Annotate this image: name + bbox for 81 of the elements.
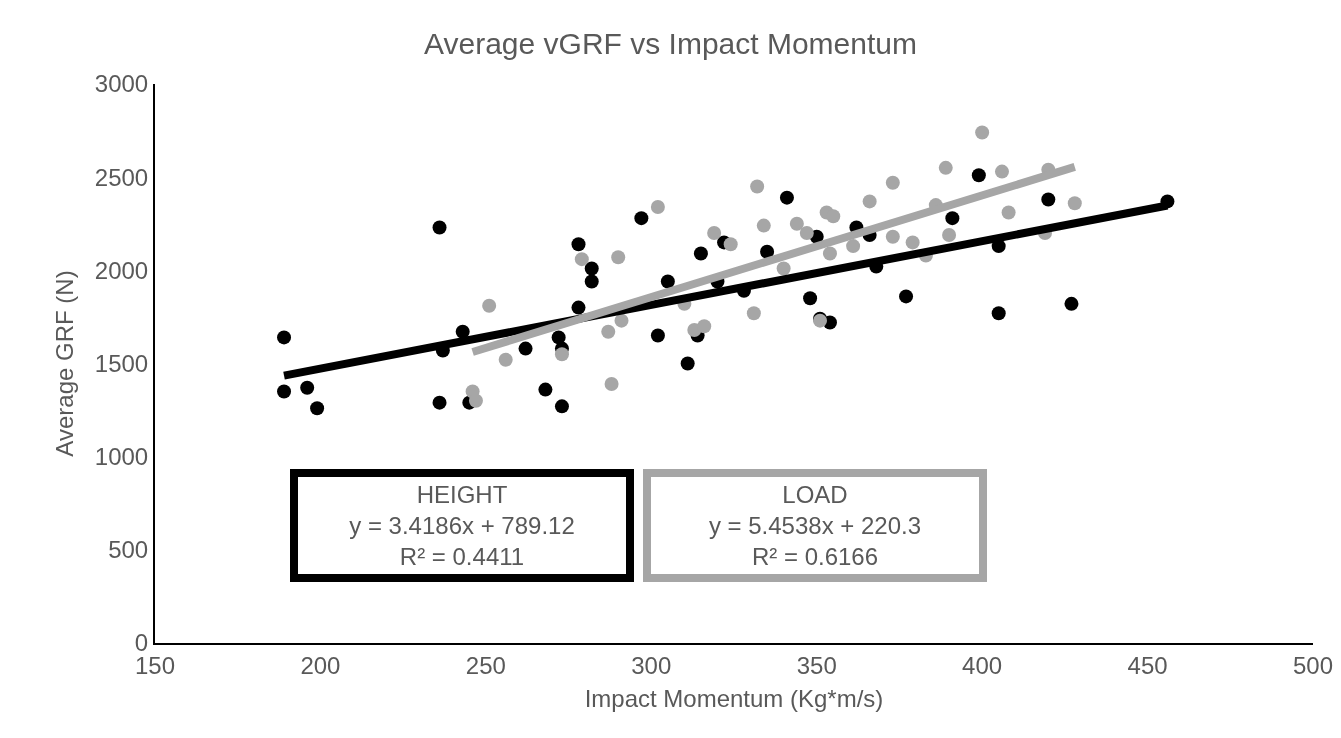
point xyxy=(1001,205,1016,220)
point xyxy=(571,300,586,315)
x-tick-label: 250 xyxy=(465,651,506,679)
point xyxy=(826,209,841,224)
point xyxy=(975,125,990,140)
point xyxy=(899,289,914,304)
point xyxy=(723,237,738,252)
y-tick-label: 1500 xyxy=(94,349,149,377)
point xyxy=(938,160,953,175)
point xyxy=(885,175,900,190)
point xyxy=(551,330,566,345)
x-tick-label: 500 xyxy=(1292,651,1334,679)
point xyxy=(518,341,533,356)
point xyxy=(1041,192,1056,207)
point xyxy=(634,211,649,226)
equation-box: LOAD y = 5.4538x + 220.3 R² = 0.6166 xyxy=(643,469,987,582)
point xyxy=(554,399,569,414)
point xyxy=(995,164,1009,179)
point xyxy=(822,246,837,261)
point xyxy=(697,319,712,334)
point xyxy=(611,250,626,265)
y-tick-label: 1000 xyxy=(94,443,149,471)
point xyxy=(905,235,920,250)
point xyxy=(310,401,325,416)
point xyxy=(945,211,960,226)
point xyxy=(277,330,292,345)
point xyxy=(538,382,553,397)
point xyxy=(750,179,765,194)
point xyxy=(604,377,619,391)
point xyxy=(482,298,497,313)
point xyxy=(584,274,599,289)
point xyxy=(760,244,775,259)
x-tick-label: 400 xyxy=(962,651,1003,679)
point xyxy=(756,218,771,233)
point xyxy=(885,229,900,244)
point xyxy=(455,324,470,339)
point xyxy=(277,384,292,399)
point xyxy=(803,291,818,306)
point xyxy=(650,199,665,214)
y-axis-title: Average GRF (N) xyxy=(51,270,79,457)
point xyxy=(584,261,599,276)
point xyxy=(660,274,675,289)
annotation: HEIGHT y = 3.4186x + 789.12 R² = 0.4411 xyxy=(349,481,575,571)
x-tick-label: 350 xyxy=(796,651,837,679)
point xyxy=(601,324,616,339)
point xyxy=(554,347,569,362)
point xyxy=(300,380,315,395)
point xyxy=(707,226,722,241)
point xyxy=(614,313,629,328)
point xyxy=(846,239,861,254)
y-tick-label: 3000 xyxy=(94,70,149,98)
point xyxy=(776,261,791,276)
point xyxy=(468,393,483,408)
point xyxy=(799,226,814,241)
x-tick-label: 200 xyxy=(300,651,341,679)
point xyxy=(574,252,589,267)
equation-box: HEIGHT y = 3.4186x + 789.12 R² = 0.4411 xyxy=(290,469,634,582)
y-tick-label: 2500 xyxy=(94,163,149,191)
point xyxy=(498,352,513,367)
point xyxy=(789,216,804,231)
chart-title: Average vGRF vs Impact Momentum xyxy=(424,27,917,61)
point xyxy=(1064,296,1079,311)
y-tick-label: 500 xyxy=(108,536,149,564)
x-tick-label: 450 xyxy=(1127,651,1168,679)
point xyxy=(432,395,447,410)
point xyxy=(432,220,447,235)
annotation: LOAD y = 5.4538x + 220.3 R² = 0.6166 xyxy=(708,481,922,571)
point xyxy=(680,356,695,371)
point xyxy=(862,194,877,209)
point xyxy=(971,168,986,183)
point xyxy=(693,246,708,261)
x-tick-label: 300 xyxy=(631,651,672,679)
point xyxy=(1067,196,1082,211)
point xyxy=(779,190,794,205)
y-tick-label: 2000 xyxy=(94,256,149,284)
point xyxy=(746,306,761,321)
x-axis-title: Impact Momentum (Kg*m/s) xyxy=(584,684,884,712)
point xyxy=(571,237,586,252)
point xyxy=(942,227,957,242)
point xyxy=(650,328,665,343)
point xyxy=(991,306,1006,321)
